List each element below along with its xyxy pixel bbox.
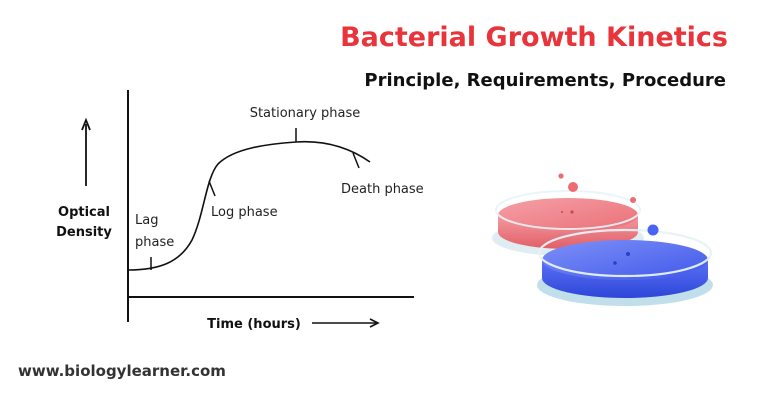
red-bubble-large	[568, 182, 578, 192]
death-phase-marker	[352, 152, 360, 169]
page-subtitle: Principle, Requirements, Procedure	[364, 70, 726, 91]
x-arrow-icon	[312, 318, 380, 328]
lag-phase-label-line2: phase	[135, 235, 174, 250]
stationary-phase-label: Stationary phase	[250, 106, 361, 121]
y-axis-label-line1: Optical	[58, 205, 110, 220]
death-phase-label: Death phase	[341, 182, 424, 197]
growth-curve	[127, 140, 371, 271]
website-url: www.biologylearner.com	[18, 362, 226, 380]
log-phase-marker	[208, 180, 216, 197]
growth-curve-diagram: Optical Density Time (hours) Lag phase L…	[56, 90, 424, 332]
blue-petri-dish	[537, 228, 713, 306]
page-title: Bacterial Growth Kinetics	[340, 22, 728, 53]
lag-phase-label-line1: Lag	[135, 213, 158, 228]
log-phase-label: Log phase	[211, 205, 278, 220]
y-arrow-icon	[81, 117, 91, 186]
red-bubble-small	[558, 173, 564, 179]
y-axis-label-line2: Density	[56, 225, 112, 240]
blue-bubble	[647, 224, 659, 236]
x-axis-label: Time (hours)	[207, 317, 301, 332]
petri-dishes-illustration	[492, 173, 713, 306]
red-bubble-tiny	[630, 197, 636, 203]
red-petri-dish	[492, 190, 644, 256]
